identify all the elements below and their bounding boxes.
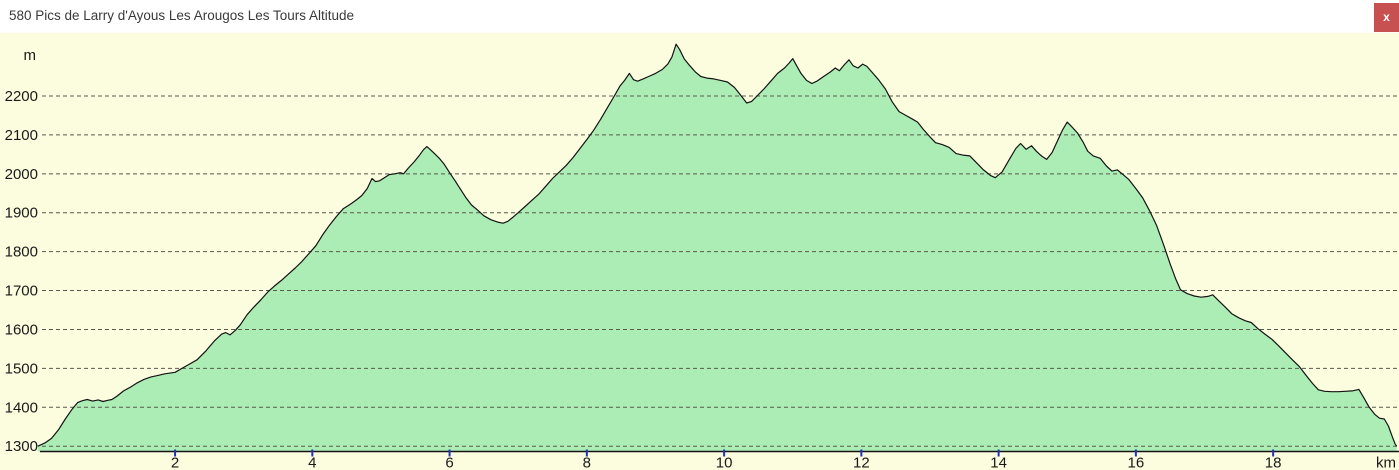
x-tick-label: 4: [308, 455, 316, 470]
x-tick-label: 8: [583, 455, 591, 470]
elevation-chart-svg: 1300 1400 1500 1600 1700 1800 1900 2000 2100 2200…: [5, 43, 1399, 470]
y-axis-unit-label: m: [24, 47, 37, 64]
y-tick-label: 2100: [5, 127, 38, 144]
elevation-area: [37, 44, 1397, 452]
elevation-plot-area: 1300 1400 1500 1600 1700 1800 1900 2000 2100 2200…: [0, 33, 1399, 470]
y-tick-label: 1300: [5, 438, 38, 455]
x-tick-label: 16: [1128, 455, 1145, 470]
x-tick-label: 10: [716, 455, 733, 470]
x-tick-label: 18: [1265, 455, 1282, 470]
y-tick-label: 1900: [5, 205, 38, 222]
x-tick-label: 14: [990, 455, 1007, 470]
y-tick-label: 2200: [5, 88, 38, 105]
y-tick-label: 1800: [5, 244, 38, 261]
y-tick-label: 1400: [5, 399, 38, 416]
y-tick-label: 2000: [5, 166, 38, 183]
x-tick-label: 12: [853, 455, 870, 470]
x-axis-unit-label: km: [1376, 455, 1396, 470]
close-button[interactable]: x: [1374, 3, 1399, 32]
window-titlebar: 580 Pics de Larry d'Ayous Les Arougos Le…: [0, 0, 1399, 33]
x-tick-label: 2: [171, 455, 179, 470]
window-title: 580 Pics de Larry d'Ayous Les Arougos Le…: [9, 8, 355, 23]
x-tick-label: 6: [445, 455, 453, 470]
y-tick-label: 1500: [5, 360, 38, 377]
elevation-line: [37, 43, 1398, 447]
y-tick-label: 1600: [5, 321, 38, 338]
y-tick-label: 1700: [5, 283, 38, 300]
